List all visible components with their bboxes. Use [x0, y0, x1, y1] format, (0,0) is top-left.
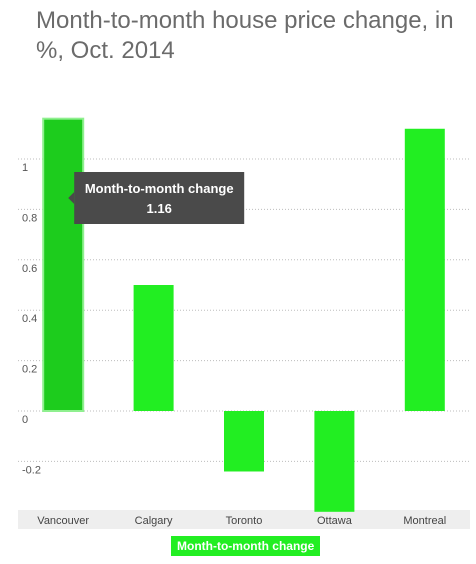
y-tick-label: -0.2: [22, 464, 41, 476]
chart-title: Month-to-month house price change, in %,…: [36, 7, 454, 64]
y-tick-label: 0.2: [22, 364, 37, 376]
bar-toronto[interactable]: [224, 411, 264, 472]
tooltip: Month-to-month change 1.16: [68, 172, 245, 224]
tooltip-label: Month-to-month change: [85, 181, 234, 196]
bar-calgary[interactable]: [133, 285, 174, 411]
x-tick-label: Montreal: [403, 515, 446, 527]
tooltip-pointer: [68, 192, 75, 204]
y-tick-label: 0: [22, 414, 28, 426]
y-tick-label: 0.6: [22, 263, 37, 275]
bar-vancouver[interactable]: [42, 117, 85, 413]
bar-ottawa[interactable]: [314, 411, 355, 512]
x-axis-ticks: Vancouver Calgary Toronto Ottawa Montreal: [37, 515, 446, 527]
x-tick-label: Calgary: [135, 515, 173, 527]
tooltip-value: 1.16: [147, 201, 172, 216]
x-axis-band: [18, 510, 470, 529]
tooltip-box: [74, 172, 245, 224]
y-tick-label: 1: [22, 162, 28, 174]
legend-item[interactable]: Month-to-month change: [171, 536, 321, 556]
x-tick-label: Ottawa: [317, 515, 353, 527]
bars: [42, 117, 445, 512]
bar-montreal[interactable]: [404, 128, 445, 411]
x-tick-label: Toronto: [226, 515, 263, 527]
y-tick-label: 0.4: [22, 313, 37, 325]
x-tick-label: Vancouver: [37, 515, 89, 527]
y-tick-label: 0.8: [22, 212, 37, 224]
x-axis-band-bg: [18, 510, 470, 529]
y-axis-ticks: -0.2 0 0.2 0.4 0.6 0.8 1: [22, 162, 41, 476]
